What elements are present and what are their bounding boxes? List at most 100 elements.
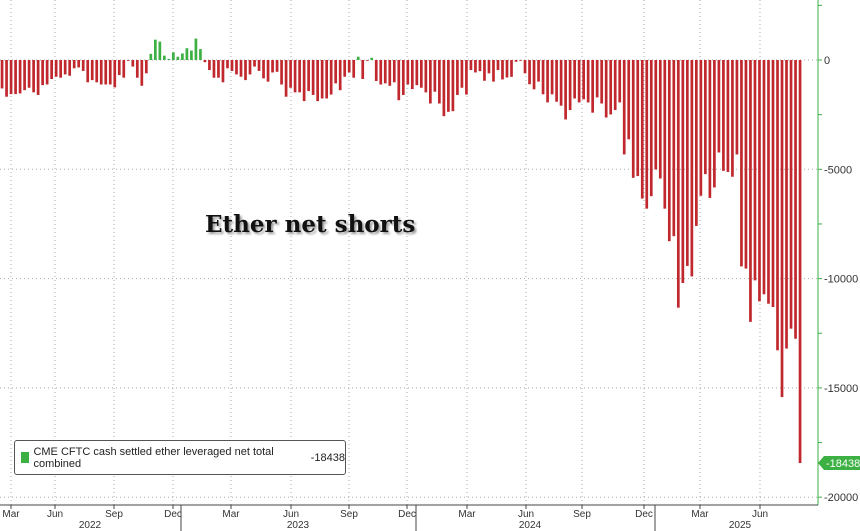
bar <box>465 60 468 95</box>
x-tick-label: Mar <box>222 509 240 520</box>
bar <box>293 60 297 93</box>
bar <box>280 60 283 85</box>
bar <box>27 60 31 88</box>
x-tick-label: Jun <box>47 509 63 520</box>
x-tick-label: Dec <box>635 509 653 520</box>
bar <box>257 60 261 71</box>
bar <box>0 60 4 89</box>
x-tick-label: Mar <box>458 509 476 520</box>
bar <box>762 60 766 295</box>
bar <box>370 57 374 60</box>
bar <box>447 60 450 112</box>
bar <box>239 60 243 77</box>
bar <box>532 60 536 90</box>
bar <box>487 60 491 74</box>
bar <box>438 60 441 104</box>
bar <box>59 60 63 78</box>
bar <box>181 53 184 60</box>
bar <box>284 60 288 97</box>
bar <box>185 48 189 60</box>
bar <box>72 60 76 69</box>
bar <box>591 60 595 113</box>
bar <box>104 60 108 85</box>
bar <box>568 60 572 111</box>
bar <box>631 60 635 178</box>
bar <box>320 60 324 99</box>
bar <box>604 60 608 118</box>
bar <box>456 60 459 95</box>
bar <box>649 60 653 197</box>
bar <box>289 60 292 88</box>
y-tick-label: -20000 <box>824 492 858 504</box>
bar <box>776 60 779 351</box>
bar <box>577 60 581 103</box>
bar <box>194 38 198 60</box>
bar <box>99 60 103 85</box>
bar <box>735 60 739 155</box>
bar <box>343 60 347 77</box>
bar <box>176 56 180 60</box>
bar <box>86 60 90 83</box>
bar <box>248 60 252 75</box>
bar <box>744 60 748 269</box>
bar <box>32 60 35 93</box>
bar <box>392 60 396 83</box>
bar <box>609 60 613 115</box>
bar <box>713 60 716 188</box>
bar <box>262 60 265 79</box>
bar <box>636 60 640 177</box>
bar <box>627 60 631 140</box>
legend: CME CFTC cash settled ether leveraged ne… <box>14 440 346 475</box>
x-tick-label: Jun <box>518 509 534 520</box>
bar <box>356 56 360 60</box>
bar <box>523 60 527 74</box>
bar <box>618 60 622 103</box>
bar <box>753 60 757 281</box>
bar <box>50 60 53 80</box>
bar <box>555 60 558 102</box>
bar <box>749 60 752 322</box>
bar <box>36 60 40 95</box>
bar <box>54 60 58 77</box>
bar <box>717 60 721 153</box>
bar <box>586 60 590 103</box>
bar <box>731 60 734 177</box>
bar <box>307 60 310 92</box>
bar <box>90 60 94 81</box>
bar <box>410 60 414 90</box>
x-tick-label: Jun <box>283 509 299 520</box>
bar <box>424 60 428 93</box>
bar <box>726 60 730 172</box>
bar <box>63 60 67 75</box>
bar <box>460 60 464 88</box>
bar <box>469 60 473 71</box>
bar <box>338 60 342 91</box>
bar <box>708 60 712 198</box>
bar <box>550 60 554 95</box>
bar <box>153 39 157 60</box>
bar <box>311 60 315 95</box>
bar <box>271 60 274 73</box>
bar <box>329 60 333 95</box>
bar <box>559 60 563 106</box>
x-tick-label: Dec <box>164 509 182 520</box>
bar <box>672 60 676 237</box>
bar <box>221 60 225 83</box>
bar <box>785 60 788 349</box>
bar <box>41 60 44 86</box>
bar <box>108 60 112 85</box>
bar <box>199 49 202 60</box>
bar <box>501 60 504 80</box>
bar <box>541 60 545 95</box>
x-tick-label: Sep <box>573 509 591 520</box>
bar <box>208 60 211 71</box>
bar <box>658 60 662 179</box>
bar <box>212 60 216 78</box>
bar <box>600 60 604 104</box>
bar <box>415 60 419 86</box>
bar <box>365 60 369 61</box>
bar <box>510 60 513 77</box>
bar <box>613 60 617 111</box>
x-tick-label: Mar <box>691 509 709 520</box>
